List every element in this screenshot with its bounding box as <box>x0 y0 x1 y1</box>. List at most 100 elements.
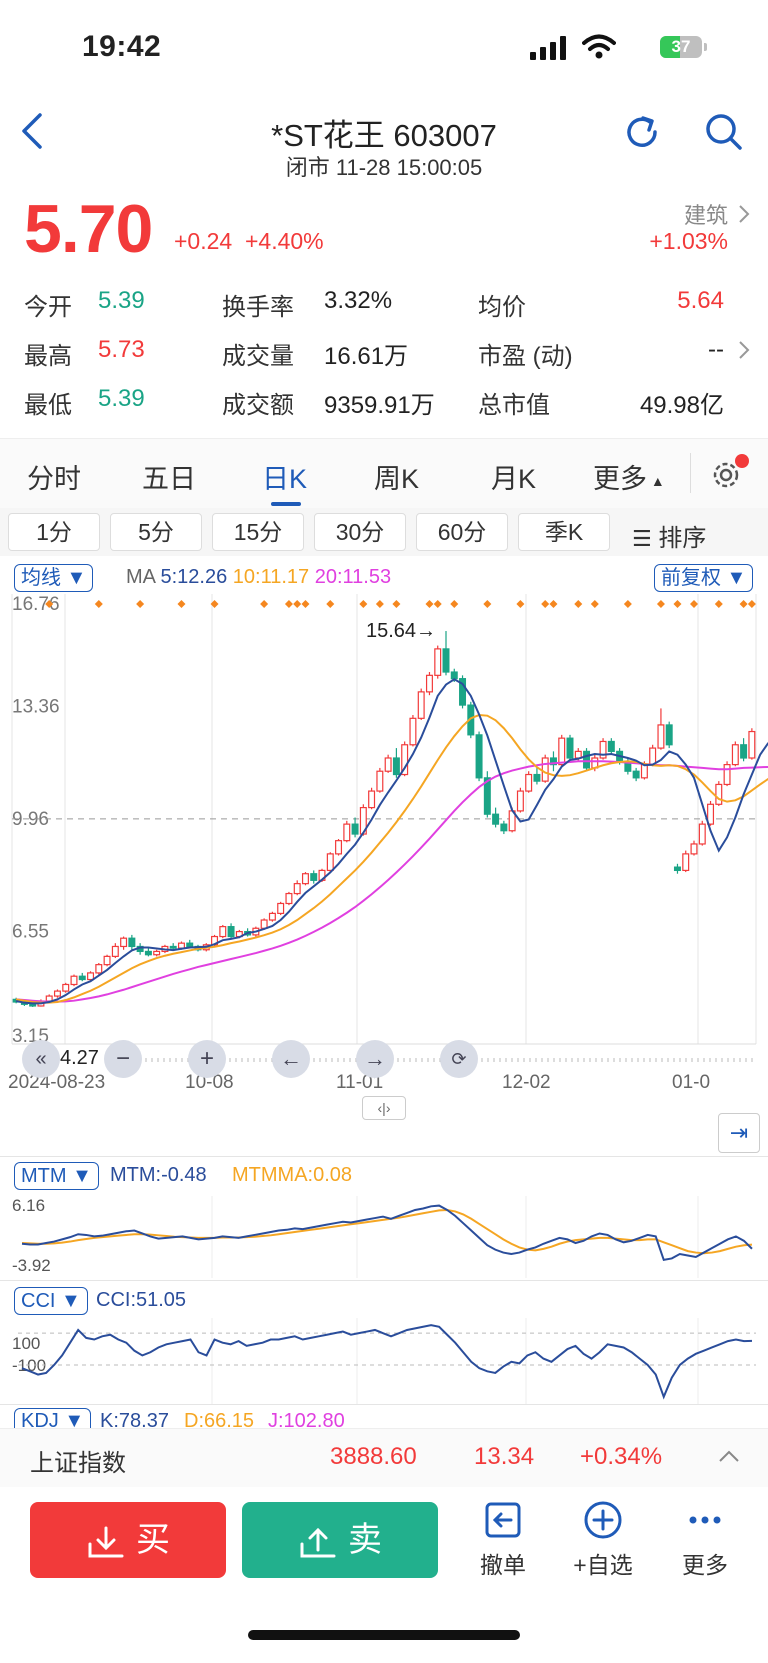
sort-button[interactable]: ☰ 排序 <box>632 525 707 552</box>
drag-handle-icon[interactable]: ‹|› <box>362 1096 406 1120</box>
candle-body <box>384 757 392 772</box>
add-circle-icon <box>584 1501 622 1539</box>
event-marker <box>359 600 368 608</box>
candle-body <box>698 823 706 845</box>
candle-body <box>723 764 731 786</box>
more-button[interactable]: 更多 <box>660 1500 750 1580</box>
candle-body <box>707 803 715 825</box>
event-marker <box>623 600 632 608</box>
candle-body <box>401 744 409 776</box>
event-marker <box>656 600 665 608</box>
event-marker <box>714 600 723 608</box>
fast-back-button[interactable]: « <box>22 1040 60 1078</box>
candle-body <box>500 823 508 832</box>
more-dots-icon <box>689 1516 721 1524</box>
candle-body <box>45 995 53 1002</box>
event-marker <box>45 600 54 608</box>
candle-body <box>78 975 86 981</box>
mtm-indicator-select[interactable]: MTM ▼ <box>14 1162 99 1190</box>
event-marker <box>690 600 698 608</box>
mtm-top-label: 6.16 <box>12 1196 46 1215</box>
stat-label: 成交量 <box>222 343 294 370</box>
high-annotation: 15.64→ <box>366 620 436 642</box>
event-marker <box>301 600 310 608</box>
zoom-out-button[interactable]: − <box>104 1040 142 1078</box>
event-marker <box>483 600 492 608</box>
index-pct: +0.34% <box>580 1443 663 1470</box>
tab-weekly-k[interactable]: 周K <box>374 464 420 494</box>
y-tick-label: 13.36 <box>12 696 60 717</box>
home-indicator <box>248 1630 520 1640</box>
sell-button[interactable]: 卖 <box>242 1502 438 1578</box>
tab-intraday[interactable]: 分时 <box>27 464 81 494</box>
search-icon[interactable] <box>704 112 744 152</box>
event-marker <box>433 600 442 608</box>
tab-monthly-k[interactable]: 月K <box>491 464 537 494</box>
cci-low-label: -100 <box>12 1356 47 1375</box>
ma-values: MA 5:12.26 10:11.17 20:11.53 <box>126 566 392 588</box>
battery-tip <box>704 43 707 51</box>
event-marker <box>260 600 269 608</box>
chevron-right-icon[interactable] <box>738 340 750 360</box>
stat-value: 3.32% <box>324 287 393 314</box>
scroll-left-button[interactable]: ← <box>272 1040 310 1078</box>
candle-body <box>376 770 384 792</box>
scroll-right-button[interactable]: → <box>356 1040 394 1078</box>
settings-icon[interactable] <box>708 453 750 493</box>
rotate-screen-button[interactable]: ⟳ <box>440 1040 478 1078</box>
candle-body <box>260 919 268 929</box>
candle-body <box>657 724 665 749</box>
event-marker <box>293 600 302 608</box>
candle-body <box>649 747 657 766</box>
event-marker <box>450 600 459 608</box>
tab-five-day[interactable]: 五日 <box>142 464 196 494</box>
mtm-line <box>21 1204 753 1262</box>
jump-to-latest-button[interactable]: ⇥ <box>718 1113 760 1153</box>
period-60min[interactable]: 60分 <box>416 513 508 551</box>
stat-label: 换手率 <box>222 294 294 321</box>
add-watchlist-button[interactable]: +自选 <box>558 1500 648 1580</box>
tab-daily-k[interactable]: 日K <box>262 464 308 494</box>
active-tab-indicator <box>271 502 301 506</box>
candle-body <box>103 955 111 966</box>
chevron-up-icon[interactable] <box>718 1449 740 1463</box>
candle-body <box>640 764 648 779</box>
refresh-icon[interactable] <box>622 112 662 152</box>
y-tick-label: 16.76 <box>12 594 60 615</box>
period-5min[interactable]: 5分 <box>110 513 202 551</box>
zoom-in-button[interactable]: + <box>188 1040 226 1078</box>
period-quarter-k[interactable]: 季K <box>518 513 610 551</box>
ma-indicator-select[interactable]: 均线 ▼ <box>14 564 94 592</box>
cci-high-label: 100 <box>12 1334 41 1353</box>
adjust-select[interactable]: 前复权 ▼ <box>654 564 754 592</box>
stat-value: -- <box>708 336 724 363</box>
period-15min[interactable]: 15分 <box>212 513 304 551</box>
y-tick-label: 6.55 <box>12 922 49 943</box>
buy-icon <box>88 1526 124 1558</box>
candle-body <box>541 757 549 782</box>
candle-body <box>335 840 343 855</box>
sector-change: +1.03% <box>649 228 728 254</box>
back-icon[interactable] <box>18 112 46 150</box>
candle-body <box>607 740 615 752</box>
mtmma-value: MTMMA:0.08 <box>232 1164 353 1186</box>
tab-more[interactable]: 更多 ▲ <box>593 464 665 494</box>
sector-name[interactable]: 建筑 <box>683 203 728 228</box>
stat-label: 最高 <box>24 343 72 370</box>
x-tick-label: 12-02 <box>502 1072 551 1093</box>
candle-body <box>549 757 557 766</box>
cci-indicator-select[interactable]: CCI ▼ <box>14 1287 88 1315</box>
candle-body <box>277 902 285 914</box>
period-30min[interactable]: 30分 <box>314 513 406 551</box>
period-1min[interactable]: 1分 <box>8 513 100 551</box>
buy-button[interactable]: 买 <box>30 1502 226 1578</box>
event-marker <box>574 600 583 608</box>
market-status: 闭市 11-28 15:00:05 <box>285 155 483 180</box>
cancel-order-button[interactable]: 撤单 <box>458 1500 548 1580</box>
event-marker <box>590 600 599 608</box>
chart-tabs: 分时 五日 日K 周K 月K 更多 ▲ <box>0 438 768 510</box>
candle-body <box>442 648 450 673</box>
stat-label: 均价 <box>478 294 526 321</box>
index-ticker[interactable]: 上证指数 3888.60 13.34 +0.34% <box>0 1428 768 1487</box>
candle-body <box>128 937 136 948</box>
